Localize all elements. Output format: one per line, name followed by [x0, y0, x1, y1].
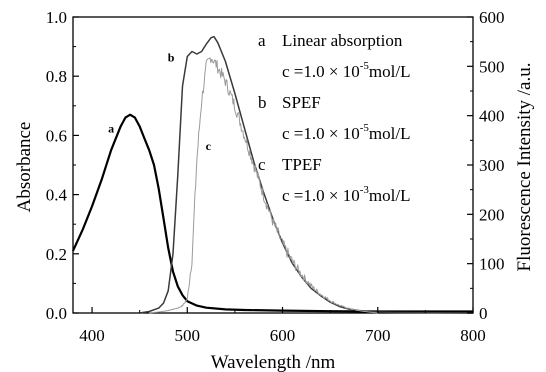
- legend-conc-c-exp: -3: [360, 184, 370, 196]
- curve-labels-layer: a b c: [108, 50, 211, 153]
- legend-label-c: TPEF: [282, 155, 322, 174]
- legend: a Linear absorption c =1.0 × 10-5mol/L b…: [258, 31, 410, 205]
- series-a-line: [72, 113, 473, 313]
- y-tick-label: 1.0: [46, 8, 67, 27]
- x-tick-label: 400: [79, 326, 105, 345]
- legend-conc-b-exp: -5: [360, 122, 370, 134]
- legend-conc-a-unit: mol/L: [369, 62, 411, 81]
- x-axis-title: Wavelength /nm: [211, 352, 336, 372]
- ticks-layer: 400 500 600 700 800 0.0 0.2 0.4 0.6 0.8 1.0 0 100 200…: [46, 8, 505, 345]
- legend-key-a: a: [258, 31, 266, 50]
- y2-tick-label: 600: [479, 8, 505, 27]
- legend-conc-c: c =1.0 × 10-3mol/L: [282, 184, 410, 205]
- y2-tick-label: 400: [479, 107, 505, 126]
- series-b-line: [139, 35, 474, 314]
- curves-layer: [72, 35, 474, 314]
- curve-label-c: c: [206, 139, 212, 153]
- curve-label-a: a: [108, 121, 114, 135]
- legend-entry-b: b SPEF c =1.0 × 10-5mol/L: [258, 93, 410, 143]
- curve-label-b: b: [168, 50, 175, 64]
- legend-conc-b-base: c =1.0 × 10: [282, 124, 360, 143]
- series-c-line: [149, 57, 378, 314]
- x-tick-label: 800: [460, 326, 486, 345]
- legend-entry-a: a Linear absorption c =1.0 × 10-5mol/L: [258, 31, 410, 81]
- y2-tick-label: 300: [479, 156, 505, 175]
- x-tick-label: 700: [365, 326, 391, 345]
- plot-frame: [72, 16, 474, 314]
- y-tick-label: 0.6: [46, 126, 67, 145]
- x-tick-label: 600: [270, 326, 296, 345]
- legend-conc-c-unit: mol/L: [369, 186, 411, 205]
- y-tick-label: 0.2: [46, 245, 67, 264]
- y-tick-label: 0.4: [46, 186, 68, 205]
- legend-key-c: c: [258, 155, 266, 174]
- y2-tick-label: 100: [479, 255, 505, 274]
- y-tick-label: 0.0: [46, 304, 67, 323]
- y2-tick-label: 0: [479, 304, 488, 323]
- x-tick-label: 500: [175, 326, 201, 345]
- y2-axis-title: Fluorescence Intensity /a.u.: [514, 63, 535, 272]
- legend-label-a: Linear absorption: [282, 31, 403, 50]
- y-axis-title: Absorbance: [14, 122, 35, 213]
- legend-conc-c-base: c =1.0 × 10: [282, 186, 360, 205]
- y2-tick-label: 500: [479, 57, 505, 76]
- y-tick-label: 0.8: [46, 67, 67, 86]
- legend-conc-a-base: c =1.0 × 10: [282, 62, 360, 81]
- y2-tick-label: 200: [479, 205, 505, 224]
- legend-conc-a-exp: -5: [360, 60, 370, 72]
- legend-conc-b: c =1.0 × 10-5mol/L: [282, 122, 410, 143]
- plot-area-border: [72, 16, 474, 314]
- legend-label-b: SPEF: [282, 93, 321, 112]
- legend-entry-c: c TPEF c =1.0 × 10-3mol/L: [258, 155, 410, 205]
- legend-conc-b-unit: mol/L: [369, 124, 411, 143]
- legend-key-b: b: [258, 93, 267, 112]
- legend-conc-a: c =1.0 × 10-5mol/L: [282, 60, 410, 81]
